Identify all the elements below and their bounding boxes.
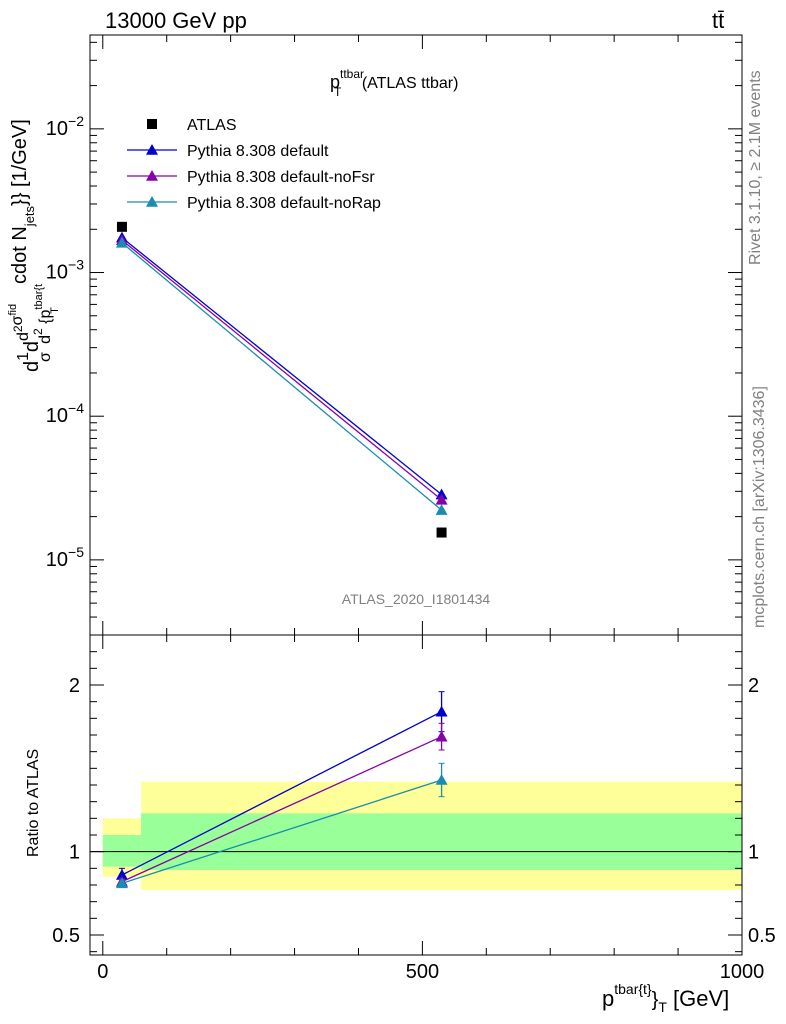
ylabel-part: T bbox=[49, 307, 61, 314]
ratio-band-inner bbox=[102, 835, 142, 867]
ratio-band-inner bbox=[141, 813, 742, 870]
ratio-y-tick-label-right: 0.5 bbox=[748, 925, 776, 947]
process-label: tt̄ bbox=[712, 8, 724, 33]
ylabel-part: 1 bbox=[15, 352, 32, 361]
svg-text:cdot Njets}} [1/GeV]: cdot Njets}} [1/GeV] bbox=[9, 119, 37, 284]
ratio-frame bbox=[89, 634, 743, 956]
ratio-line-noRap bbox=[121, 779, 442, 884]
series-point-noRap bbox=[435, 504, 448, 515]
ratio-point-noRap bbox=[435, 774, 448, 785]
main-y-tick-label: 10−3 bbox=[46, 257, 84, 284]
legend-marker-default bbox=[146, 144, 158, 155]
ratio-line-noFsr bbox=[121, 736, 442, 883]
ratio-line-default bbox=[121, 711, 442, 876]
x-tick-label: 0 bbox=[97, 961, 108, 983]
main-panel: 10−2 10−3 10−4 10−5 bbox=[46, 34, 743, 636]
legend-label-atlas: ATLAS bbox=[187, 117, 237, 134]
x-tick-label: 500 bbox=[406, 961, 439, 983]
xlabel-sub: T bbox=[658, 999, 667, 1015]
title-rest: (ATLAS ttbar) bbox=[357, 75, 458, 92]
legend-label-noFsr: Pythia 8.308 default-noFsr bbox=[187, 169, 375, 186]
ratio-point-noRap bbox=[115, 877, 128, 889]
ylabel-part: 2 bbox=[11, 325, 25, 332]
main-y-tick-label: 10−2 bbox=[46, 113, 84, 140]
plot-title: pttbar T (ATLAS ttbar) bbox=[330, 67, 458, 99]
rivet-label: Rivet 3.1.10, ≥ 2.1M events bbox=[747, 70, 764, 265]
legend: ATLAS Pythia 8.308 default Pythia 8.308 de… bbox=[127, 117, 381, 212]
legend-label-noRap: Pythia 8.308 default-noRap bbox=[187, 195, 381, 212]
series-point-noFsr bbox=[435, 493, 448, 505]
ylabel-part: jets bbox=[22, 205, 37, 227]
series-point-noRap bbox=[115, 236, 128, 248]
legend-marker-noFsr bbox=[146, 170, 158, 181]
title-sub: T bbox=[334, 85, 342, 99]
ylabel-part: {p bbox=[37, 309, 54, 328]
ylabel-part: 2 bbox=[31, 328, 45, 335]
series-line-default bbox=[121, 237, 442, 496]
ylabel-part: σ bbox=[9, 315, 26, 325]
ratio-point-default bbox=[115, 869, 128, 880]
ratio-point-default bbox=[435, 705, 448, 717]
series-line-noRap bbox=[121, 242, 442, 511]
ratio-y-tick-label: 0.5 bbox=[52, 925, 80, 947]
analysis-watermark: ATLAS_2020_I1801434 bbox=[342, 591, 491, 607]
x-axis-label: ptbar{t}}T [GeV] bbox=[602, 981, 729, 1015]
ratio-y-tick-label-right: 1 bbox=[748, 842, 759, 864]
ylabel-part: fid bbox=[7, 304, 19, 316]
title-main: p bbox=[330, 72, 340, 92]
legend-marker-atlas bbox=[147, 119, 157, 129]
ylabel-part: }} [1/GeV] bbox=[9, 119, 31, 206]
ratio-y-tick-label-right: 2 bbox=[748, 675, 759, 697]
ylabel-part: tbar{t bbox=[33, 284, 45, 310]
ratio-panel: 0.5 0.5 1 1 2 2 0 500 1000 bbox=[52, 634, 776, 983]
legend-marker-noRap bbox=[146, 196, 158, 207]
ratio-point-noFsr bbox=[435, 730, 448, 742]
ylabel-part: d bbox=[15, 332, 32, 341]
legend-label-default: Pythia 8.308 default bbox=[187, 143, 329, 160]
main-y-axis-label: d1 σdd2σfidd2 {ptbar{tT cdot Njets}} [1/G… bbox=[7, 119, 61, 372]
xlabel-main: p bbox=[602, 986, 614, 1011]
ylabel-part: σ bbox=[37, 352, 54, 362]
energy-label: 13000 GeV pp bbox=[105, 8, 247, 33]
ratio-y-tick-label: 2 bbox=[69, 675, 80, 697]
main-y-tick-label: 10−4 bbox=[46, 400, 84, 427]
ylabel-part: d bbox=[21, 361, 43, 372]
ylabel-part: cdot N bbox=[9, 226, 31, 284]
xlabel-unit: [GeV] bbox=[667, 986, 729, 1011]
series-line-noFsr bbox=[121, 239, 442, 501]
x-tick-label: 1000 bbox=[720, 961, 765, 983]
atlas-point bbox=[116, 221, 127, 232]
title-sup: ttbar bbox=[340, 67, 364, 81]
xlabel-rest: } bbox=[652, 989, 659, 1011]
ratio-y-tick-label: 1 bbox=[69, 842, 80, 864]
xlabel-sup: tbar{t} bbox=[614, 981, 652, 997]
atlas-point bbox=[436, 527, 447, 538]
ylabel-part: d bbox=[21, 341, 43, 352]
main-y-tick-label: 10−5 bbox=[46, 544, 84, 571]
ratio-y-axis-label: Ratio to ATLAS bbox=[25, 749, 42, 857]
source-label: mcplots.cern.ch [arXiv:1306.3436] bbox=[751, 386, 768, 628]
ylabel-part: d bbox=[37, 335, 54, 344]
